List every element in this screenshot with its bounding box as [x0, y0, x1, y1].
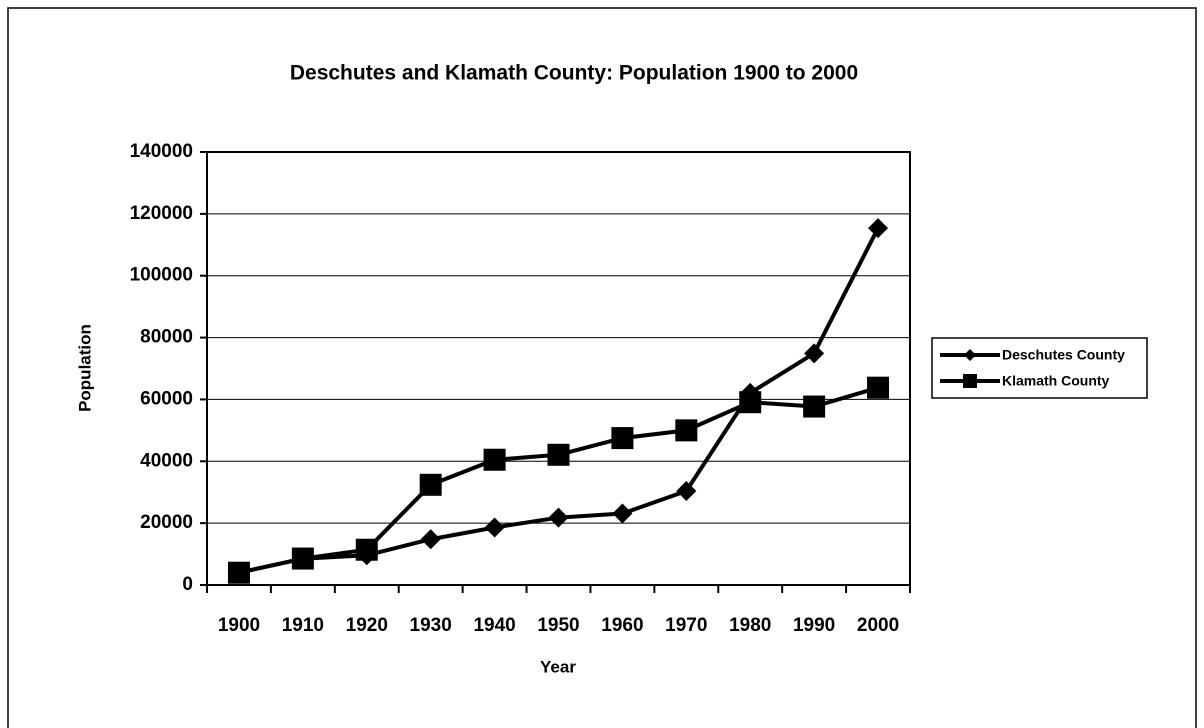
x-tick-label: 1970 [665, 615, 707, 636]
marker [227, 561, 250, 584]
marker [739, 391, 762, 414]
legend-label: Klamath County [1002, 373, 1110, 389]
x-tick-label: 1930 [410, 615, 452, 636]
marker [291, 547, 314, 570]
marker [964, 349, 976, 361]
y-tick-label: 100000 [130, 265, 193, 286]
y-tick-label: 0 [182, 574, 193, 595]
marker [483, 448, 506, 471]
marker [867, 376, 890, 399]
marker [548, 507, 569, 528]
marker [676, 480, 697, 501]
marker [484, 517, 505, 538]
marker [675, 419, 698, 442]
x-tick-label: 2000 [857, 615, 899, 636]
marker [420, 529, 441, 550]
x-tick-label: 1910 [282, 615, 324, 636]
x-tick-label: 1920 [346, 615, 388, 636]
x-tick-label: 1900 [218, 615, 260, 636]
y-axis-label: Population [75, 324, 94, 412]
marker [355, 538, 378, 561]
legend-label: Deschutes County [1002, 347, 1125, 363]
x-tick-label: 1940 [473, 615, 515, 636]
marker [963, 374, 977, 388]
x-tick-label: 1990 [793, 615, 835, 636]
marker [547, 443, 570, 466]
marker [419, 473, 442, 496]
marker [804, 343, 825, 364]
x-axis-label: Year [540, 657, 576, 676]
y-tick-label: 20000 [140, 512, 193, 533]
marker [803, 395, 826, 418]
y-tick-label: 120000 [130, 203, 193, 224]
marker [611, 427, 634, 450]
x-tick-label: 1980 [729, 615, 771, 636]
chart-title: Deschutes and Klamath County: Population… [290, 62, 858, 85]
x-tick-label: 1950 [537, 615, 579, 636]
x-tick-label: 1960 [601, 615, 643, 636]
y-tick-label: 60000 [140, 388, 193, 409]
y-tick-label: 80000 [140, 327, 193, 348]
marker [868, 218, 889, 239]
y-tick-label: 140000 [130, 141, 193, 162]
marker [612, 503, 633, 524]
y-tick-label: 40000 [140, 450, 193, 471]
plot-frame [206, 151, 911, 586]
